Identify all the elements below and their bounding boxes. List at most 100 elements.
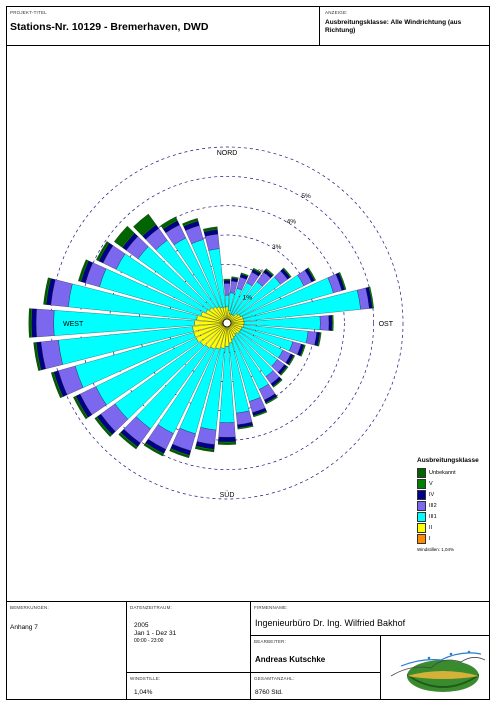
company-cell: FIRMENNAME: Ingenieurbüro Dr. Ing. Wilfr…	[251, 602, 489, 636]
legend-note: Windstillen: 1,04%	[417, 547, 455, 552]
bar-350-III2	[204, 233, 220, 251]
bar-200-Unbekannt	[169, 449, 190, 459]
editor-caption: BEARBEITER:	[254, 639, 286, 644]
legend-swatch	[417, 533, 426, 544]
bar-330-Unbekannt	[160, 216, 178, 229]
company-name: Ingenieurbüro Dr. Ing. Wilfried Bakhof	[255, 618, 406, 628]
legend-label: Unbekannt	[429, 469, 456, 476]
legend-label: III1	[429, 513, 437, 520]
bar-270-III2	[35, 308, 55, 338]
bar-140-V	[272, 378, 283, 388]
bar-100-V	[317, 332, 322, 347]
company-logo-icon	[390, 650, 486, 692]
legend-label: I	[429, 535, 431, 542]
display-caption: ANZEIGE:	[325, 10, 348, 15]
ring-label-2: 2%	[257, 269, 267, 276]
bar-10-V	[231, 276, 239, 280]
bar-0-IV	[223, 280, 231, 284]
bar-160-V	[253, 410, 268, 418]
bar-130-V	[279, 366, 289, 376]
report-footer: BEMERKUNGEN: Anhang 7 DATENZEITRAUM: 200…	[7, 601, 489, 700]
compass-east: OST	[379, 321, 394, 328]
calm-cell: WINDSTILLE: 1,04%	[127, 673, 251, 700]
bar-260-Unbekannt	[33, 342, 41, 371]
ring-label-4: 4%	[287, 218, 297, 225]
calm-caption: WINDSTILLE:	[130, 676, 161, 681]
legend-label: III2	[429, 502, 437, 509]
bar-40-V	[265, 268, 275, 277]
bar-240-Unbekannt	[73, 396, 88, 420]
bar-290-Unbekannt	[78, 259, 88, 282]
bar-180-Unbekannt	[217, 442, 237, 445]
period-range: Jan 1 - Dez 31	[134, 630, 177, 637]
compass-north: NORD	[217, 150, 238, 157]
legend-label: II	[429, 524, 433, 531]
total-cell: GESAMTANZAHL: 8760 Std.	[251, 673, 381, 700]
bar-180-III2	[218, 422, 236, 438]
display-title: Ausbreitungsklasse: Alle Windrichtung (a…	[325, 19, 462, 34]
report-frame: PROJEKT-TITEL Stations-Nr. 10129 - Breme…	[6, 6, 490, 700]
remarks-caption: BEMERKUNGEN:	[10, 605, 49, 610]
ring-label-3: 3%	[272, 244, 282, 251]
calm-value: 1,04%	[134, 689, 153, 696]
legend-title: Ausbreitungsklasse	[417, 457, 479, 464]
legend-row: Unbekannt	[417, 467, 491, 478]
legend-row: IV	[417, 489, 491, 500]
remarks-value: Anhang 7	[10, 624, 38, 631]
bar-270-IV	[31, 308, 37, 338]
compass-south: SÜD	[220, 491, 235, 499]
legend-row: III2	[417, 500, 491, 511]
logo-cell	[381, 636, 489, 700]
company-caption: FIRMENNAME:	[254, 605, 288, 610]
bar-320-Unbekannt	[133, 213, 156, 236]
bar-250-Unbekannt	[51, 372, 62, 399]
bar-80-V	[368, 286, 374, 309]
legend-swatch	[417, 467, 426, 478]
legend-label: V	[429, 480, 433, 487]
total-value: 8760 Std.	[255, 689, 283, 696]
bar-190-Unbekannt	[195, 447, 215, 453]
bar-0-III	[224, 295, 230, 308]
editor-cell: BEARBEITER: Andreas Kutschke	[251, 636, 381, 673]
ring-5	[79, 175, 375, 471]
bar-60-V	[307, 267, 316, 281]
bar-150-V	[265, 396, 278, 405]
period-hours: 00:00 - 23:00	[134, 638, 164, 644]
bar-110-V	[299, 344, 306, 357]
period-cell: DATENZEITRAUM: 2005 Jan 1 - Dez 31 00:00…	[127, 602, 251, 673]
bars-layer	[28, 213, 374, 459]
bar-300-Unbekannt	[96, 241, 109, 261]
wind-rose-chart: 1% 2% 3% 4% 5% NORD SÜD OST WEST	[28, 146, 404, 500]
bar-90-V	[331, 315, 334, 331]
bar-270-Unbekannt	[28, 308, 31, 338]
bar-210-Unbekannt	[143, 443, 164, 457]
bar-70-V	[338, 272, 347, 290]
legend-swatch	[417, 500, 426, 511]
remarks-cell: BEMERKUNGEN: Anhang 7	[7, 602, 127, 700]
legend: Ausbreitungsklasse Unbekannt V IV III2 III1 I…	[417, 457, 491, 552]
legend-swatch	[417, 489, 426, 500]
bar-190-III2	[196, 427, 217, 445]
bar-90-IV	[328, 315, 333, 331]
legend-swatch	[417, 478, 426, 489]
labels-layer: 1% 2% 3% 4% 5% NORD SÜD OST WEST	[63, 150, 394, 499]
bar-310-Unbekannt	[114, 225, 134, 247]
legend-row: V	[417, 478, 491, 489]
station-caption: PROJEKT-TITEL	[10, 10, 47, 15]
legend-row: I	[417, 533, 491, 544]
station-cell: PROJEKT-TITEL Stations-Nr. 10129 - Breme…	[7, 7, 320, 45]
period-caption: DATENZEITRAUM:	[130, 605, 172, 610]
bar-180-IV	[218, 436, 236, 442]
bar-170-V	[237, 424, 254, 430]
bar-20-V	[240, 272, 249, 277]
legend-swatch	[417, 522, 426, 533]
legend-row: II	[417, 522, 491, 533]
bar-120-V	[287, 355, 296, 366]
bar-0-V	[223, 278, 231, 281]
legend-swatch	[417, 511, 426, 522]
bar-220-Unbekannt	[118, 433, 138, 450]
calm-center	[222, 318, 232, 328]
bar-340-Unbekannt	[182, 218, 198, 226]
ring-label-5: 5%	[301, 193, 311, 200]
period-year: 2005	[134, 622, 149, 629]
